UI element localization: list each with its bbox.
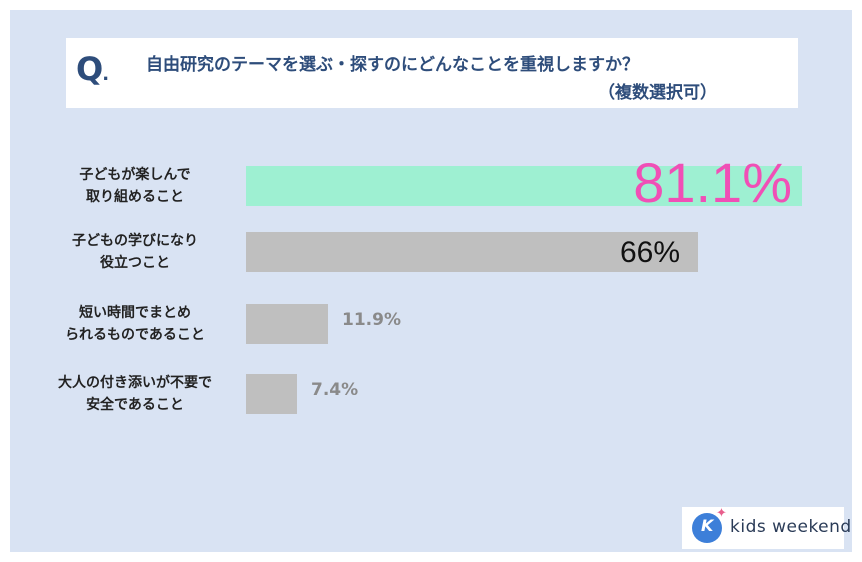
- question-mark: Q.: [76, 50, 109, 88]
- bar: [246, 304, 328, 344]
- value-label: 66%: [619, 236, 680, 269]
- category-label-line: 大人の付き添いが不要で: [58, 375, 212, 391]
- question-title: 自由研究のテーマを選ぶ・探すのにどんなことを重視しますか？: [146, 55, 639, 75]
- sparkle-icon: ✦: [716, 506, 727, 521]
- logo-mark-icon: [692, 513, 722, 543]
- category-label-line: られるものであること: [65, 327, 205, 343]
- question-note: （複数選択可）: [598, 83, 717, 103]
- category-label: 子どもが楽しんで 取り組めること: [40, 164, 230, 208]
- value-label: 11.9%: [342, 310, 401, 330]
- category-label-line: 安全であること: [86, 397, 184, 413]
- bar: [246, 374, 297, 414]
- category-label: 大人の付き添いが不要で 安全であること: [40, 372, 230, 416]
- category-label-line: 子どもが楽しんで: [79, 167, 191, 183]
- category-label-line: 役立つこと: [100, 255, 170, 271]
- category-label-line: 子どもの学びになり: [72, 233, 198, 249]
- question-box: [66, 38, 798, 108]
- category-label: 短い時間でまとめ られるものであること: [40, 302, 230, 346]
- category-label-line: 取り組めること: [86, 189, 184, 205]
- category-label-line: 短い時間でまとめ: [79, 305, 191, 321]
- category-label: 子どもの学びになり 役立つこと: [40, 230, 230, 274]
- logo-text: kids weekend: [730, 517, 852, 537]
- logo-initial: K: [701, 516, 714, 535]
- bar: [246, 166, 802, 206]
- bar: [246, 232, 698, 272]
- value-label: 81.1%: [633, 151, 792, 214]
- value-label: 7.4%: [311, 380, 359, 400]
